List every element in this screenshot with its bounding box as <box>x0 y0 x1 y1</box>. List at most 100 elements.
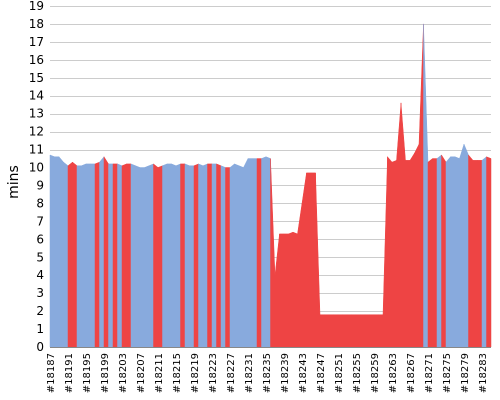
area-bands <box>49 23 492 348</box>
y-tick-label: 19 <box>29 0 44 13</box>
area-segment-18247 <box>319 314 325 348</box>
y-tick-label: 1 <box>36 322 44 336</box>
area-segment-18231 <box>247 158 253 348</box>
area-segment-18251 <box>337 314 343 348</box>
y-tick-label: 10 <box>29 161 44 175</box>
area-segment-18204 <box>126 163 132 348</box>
area-segment-18270 <box>423 23 429 348</box>
area-segment-18276 <box>450 156 456 348</box>
area-segment-18192 <box>72 161 78 348</box>
area-segment-18278 <box>459 144 465 348</box>
x-tick-label: #18263 <box>388 353 399 393</box>
area-segment-18223 <box>211 163 217 348</box>
area-segment-18232 <box>252 158 258 348</box>
y-tick-label: 15 <box>29 71 44 85</box>
y-tick-label: 7 <box>36 214 44 228</box>
area-segment-18269 <box>418 23 424 348</box>
area-segment-18240 <box>288 231 294 348</box>
y-tick-label: 2 <box>36 304 44 318</box>
area-segment-18210 <box>153 163 159 348</box>
area-segment-18222 <box>207 163 213 348</box>
x-tick-label: #18275 <box>442 353 453 393</box>
area-segment-18215 <box>175 163 181 348</box>
area-segment-18224 <box>216 163 222 348</box>
y-tick-label: 8 <box>36 196 44 210</box>
area-segment-18250 <box>333 314 339 348</box>
area-segment-18208 <box>144 165 150 348</box>
area-segment-18230 <box>243 158 249 348</box>
area-segment-18282 <box>477 160 483 348</box>
y-tick-label: 17 <box>29 35 44 49</box>
area-segment-18279 <box>463 144 469 348</box>
area-segment-18225 <box>220 165 226 348</box>
area-segment-18244 <box>306 172 312 348</box>
x-tick-label: #18235 <box>262 353 273 393</box>
area-segment-18249 <box>328 314 334 348</box>
area-segment-18236 <box>270 158 276 348</box>
area-segment-18264 <box>396 102 402 348</box>
area-segment-18198 <box>99 156 105 348</box>
area-segment-18263 <box>391 159 397 348</box>
area-segment-18248 <box>324 314 330 348</box>
area-segment-18260 <box>378 314 384 348</box>
area-segment-18190 <box>63 161 69 348</box>
area-segment-18256 <box>360 314 366 348</box>
area-segment-18216 <box>180 163 186 348</box>
x-tick-label: #18279 <box>460 353 471 393</box>
y-tick-label: 16 <box>29 53 44 67</box>
area-segment-18229 <box>238 165 244 348</box>
area-segment-18200 <box>108 163 114 348</box>
area-segment-18242 <box>297 203 303 348</box>
area-segment-18275 <box>445 156 451 348</box>
area-segment-18277 <box>454 156 460 348</box>
area-segment-18233 <box>256 158 262 348</box>
x-tick-label: #18199 <box>100 353 111 393</box>
area-segment-18253 <box>346 314 352 348</box>
area-segment-18246 <box>315 172 321 348</box>
area-segment-18189 <box>58 156 64 348</box>
x-tick-label: #18191 <box>64 353 75 393</box>
area-segment-18221 <box>202 163 208 348</box>
area-segment-18207 <box>139 167 145 348</box>
area-segment-18196 <box>90 163 96 348</box>
x-tick-label: #18251 <box>334 353 345 393</box>
area-segment-18201 <box>112 163 118 348</box>
area-segment-18267 <box>409 152 415 348</box>
area-segment-18212 <box>162 163 168 348</box>
x-tick-label: #18247 <box>316 353 327 393</box>
x-tick-label: #18227 <box>226 353 237 393</box>
area-segment-18258 <box>369 314 375 348</box>
y-axis-label: mins <box>6 165 22 199</box>
y-tick-label: 13 <box>29 107 44 121</box>
area-segment-18227 <box>229 163 235 348</box>
area-segment-18235 <box>265 156 271 348</box>
area-segment-18271 <box>427 158 433 348</box>
area-segment-18273 <box>436 154 442 348</box>
x-tick-label: #18231 <box>244 353 255 393</box>
area-segment-18217 <box>184 163 190 348</box>
area-segment-18211 <box>157 165 163 348</box>
area-segment-18239 <box>283 233 289 348</box>
area-segment-18213 <box>166 163 172 348</box>
x-tick-label: #18219 <box>190 353 201 393</box>
area-segment-18202 <box>117 163 123 348</box>
area-segment-18238 <box>279 233 285 348</box>
area-segment-18272 <box>432 158 438 348</box>
area-segment-18209 <box>148 163 154 348</box>
y-tick-label: 12 <box>29 125 44 139</box>
x-tick-label: #18271 <box>424 353 435 393</box>
area-segment-18197 <box>94 161 100 348</box>
area-segment-18193 <box>76 165 82 348</box>
x-tick-labels: #18187 #18191 #18195 #18199 #18203 #18207 #182… <box>46 353 489 393</box>
area-segment-18214 <box>171 163 177 348</box>
area-segment-18228 <box>234 163 240 348</box>
x-tick-label: #18267 <box>406 353 417 393</box>
area-segment-18194 <box>81 163 87 348</box>
area-segment-18245 <box>310 172 316 348</box>
area-segment-18280 <box>468 154 474 348</box>
x-tick-label: #18215 <box>172 353 183 393</box>
area-segment-18188 <box>54 156 60 348</box>
area-segment-18220 <box>198 163 204 348</box>
